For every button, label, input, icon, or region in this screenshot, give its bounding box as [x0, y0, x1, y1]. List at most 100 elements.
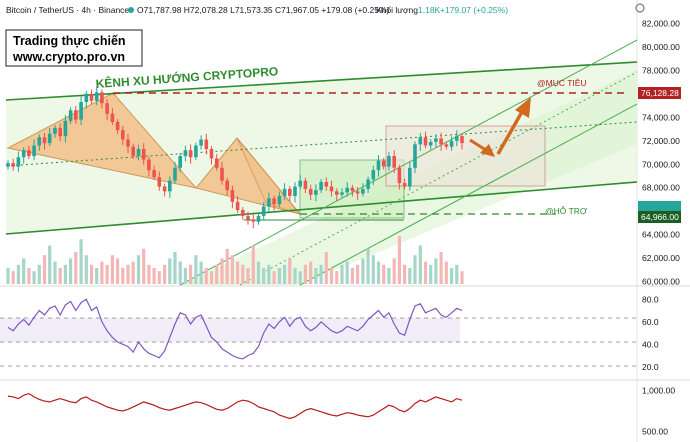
- candle[interactable]: [455, 136, 459, 141]
- candle[interactable]: [173, 167, 177, 181]
- candle[interactable]: [355, 191, 360, 194]
- price-axis[interactable]: 82,000.0080,000.0078,000.0076,000.0074,0…: [642, 18, 680, 286]
- candle[interactable]: [6, 163, 10, 167]
- candle[interactable]: [366, 179, 370, 189]
- candle[interactable]: [63, 120, 68, 137]
- projection-arrow-up[interactable]: [496, 109, 525, 155]
- candle[interactable]: [261, 206, 266, 216]
- candle[interactable]: [397, 167, 402, 184]
- candle[interactable]: [121, 130, 125, 140]
- candle[interactable]: [178, 156, 182, 168]
- oscillator-line[interactable]: [7, 392, 463, 420]
- rsi-line[interactable]: [7, 298, 463, 360]
- candle[interactable]: [157, 177, 162, 187]
- rising-channel-upper[interactable]: [179, 39, 638, 286]
- candle[interactable]: [225, 180, 229, 191]
- candle[interactable]: [460, 136, 464, 144]
- candle[interactable]: [16, 157, 21, 167]
- candle[interactable]: [350, 187, 355, 192]
- candle[interactable]: [319, 181, 323, 191]
- candle[interactable]: [152, 170, 156, 178]
- candle[interactable]: [188, 150, 193, 158]
- channel-mid-line[interactable]: [5, 121, 638, 167]
- candle[interactable]: [340, 192, 344, 195]
- candle[interactable]: [303, 180, 308, 189]
- candle[interactable]: [84, 93, 89, 102]
- channel-lower-line[interactable]: [5, 181, 638, 235]
- candle[interactable]: [235, 201, 240, 210]
- candle[interactable]: [47, 133, 52, 144]
- candle[interactable]: [418, 137, 423, 145]
- candle[interactable]: [282, 188, 287, 196]
- candle[interactable]: [402, 183, 407, 187]
- candle[interactable]: [381, 160, 386, 167]
- candle[interactable]: [444, 144, 449, 147]
- candle[interactable]: [335, 191, 339, 195]
- support-label[interactable]: @HỖ TRỢ: [545, 205, 588, 216]
- candle[interactable]: [361, 188, 365, 194]
- candle[interactable]: [376, 160, 381, 171]
- candle[interactable]: [408, 167, 412, 187]
- candle[interactable]: [308, 188, 313, 195]
- candle[interactable]: [251, 219, 256, 222]
- candle[interactable]: [37, 137, 42, 146]
- candle[interactable]: [329, 186, 334, 192]
- candle[interactable]: [371, 170, 376, 180]
- candle[interactable]: [439, 138, 443, 145]
- candle[interactable]: [423, 137, 428, 146]
- candle[interactable]: [79, 102, 83, 120]
- candle[interactable]: [246, 215, 250, 220]
- candle[interactable]: [241, 210, 245, 216]
- candle[interactable]: [131, 146, 135, 157]
- candle[interactable]: [298, 180, 302, 187]
- candle[interactable]: [293, 186, 297, 196]
- candle[interactable]: [204, 139, 209, 149]
- candle[interactable]: [115, 122, 120, 131]
- candle[interactable]: [168, 180, 172, 192]
- candle[interactable]: [27, 150, 31, 157]
- candle[interactable]: [392, 156, 396, 168]
- candle[interactable]: [162, 186, 167, 192]
- candle[interactable]: [277, 196, 282, 205]
- candle[interactable]: [42, 137, 47, 144]
- candle[interactable]: [267, 198, 271, 207]
- candle[interactable]: [449, 140, 454, 147]
- candle[interactable]: [194, 145, 198, 158]
- candle[interactable]: [256, 215, 261, 222]
- candle[interactable]: [32, 145, 36, 157]
- candle[interactable]: [21, 150, 26, 158]
- candle[interactable]: [288, 188, 292, 196]
- candle[interactable]: [272, 198, 276, 205]
- candle[interactable]: [387, 156, 391, 167]
- candle[interactable]: [147, 159, 151, 171]
- candle[interactable]: [324, 181, 329, 187]
- candle[interactable]: [136, 149, 141, 156]
- candle[interactable]: [110, 113, 115, 122]
- target-label[interactable]: @MỤC TIÊU: [537, 78, 587, 88]
- candle[interactable]: [413, 144, 417, 168]
- settings-gear-icon[interactable]: [635, 3, 645, 13]
- candle[interactable]: [314, 190, 318, 195]
- rsi-axis[interactable]: 80.0 60.0 40.0 20.0: [642, 294, 659, 372]
- candle[interactable]: [183, 150, 188, 157]
- candle[interactable]: [209, 149, 214, 159]
- candle[interactable]: [434, 138, 438, 142]
- candle[interactable]: [100, 92, 104, 104]
- candle[interactable]: [105, 103, 109, 114]
- candle[interactable]: [428, 142, 433, 146]
- candle[interactable]: [141, 149, 146, 160]
- candle[interactable]: [345, 187, 349, 193]
- candle[interactable]: [230, 190, 235, 202]
- rising-channel-mid[interactable]: [239, 71, 638, 286]
- candle[interactable]: [220, 167, 224, 181]
- candle[interactable]: [53, 127, 57, 134]
- candle[interactable]: [58, 127, 62, 137]
- rising-channel-lower[interactable]: [299, 103, 638, 286]
- oscillator-axis[interactable]: 1,000.00 500.00: [642, 385, 675, 436]
- candle[interactable]: [11, 163, 15, 167]
- candle[interactable]: [214, 158, 219, 168]
- candle[interactable]: [89, 93, 94, 101]
- channel-upper-line[interactable]: [5, 61, 638, 101]
